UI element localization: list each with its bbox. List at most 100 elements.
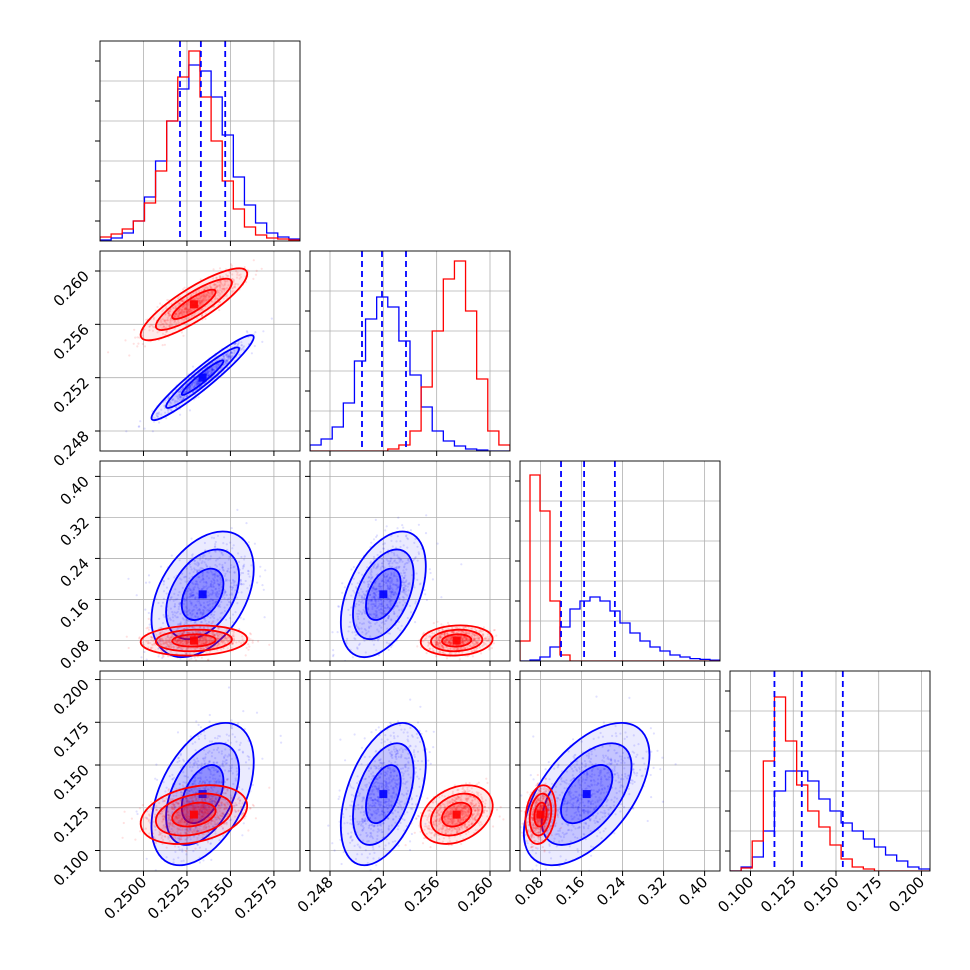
scatter-point — [217, 635, 220, 638]
scatter-point — [387, 598, 390, 601]
scatter-point — [372, 558, 375, 561]
scatter-point — [387, 632, 390, 635]
scatter-point — [145, 658, 148, 661]
scatter-point — [220, 752, 223, 755]
scatter-point — [402, 569, 405, 572]
scatter-point — [364, 651, 367, 654]
scatter-point — [167, 645, 170, 648]
scatter-point — [220, 283, 223, 286]
scatter-point — [196, 382, 199, 385]
scatter-point — [168, 775, 171, 778]
scatter-point — [241, 834, 244, 837]
scatter-point — [168, 325, 171, 328]
scatter-point — [237, 552, 240, 555]
scatter-point — [200, 588, 203, 591]
scatter-point — [207, 788, 210, 791]
scatter-point — [189, 602, 192, 605]
scatter-point — [192, 588, 196, 591]
scatter-point — [207, 810, 210, 813]
scatter-point — [407, 583, 410, 586]
scatter-point — [362, 580, 365, 583]
scatter-point — [211, 290, 214, 293]
scatter-point — [220, 635, 223, 638]
scatter-point — [209, 768, 212, 772]
scatter-point — [341, 591, 344, 594]
scatter-point — [228, 819, 232, 822]
scatter-point — [222, 765, 225, 768]
scatter-point — [425, 514, 428, 517]
scatter-point — [210, 286, 213, 289]
scatter-point — [196, 380, 199, 383]
scatter-point — [182, 397, 185, 400]
scatter-point — [399, 558, 402, 561]
scatter-point — [199, 636, 202, 639]
scatter-point — [201, 556, 204, 559]
scatter-point — [484, 637, 487, 640]
scatter-point — [171, 610, 174, 614]
scatter-point — [409, 611, 413, 614]
scatter-point — [446, 632, 449, 635]
scatter-point — [381, 562, 384, 565]
scatter-point — [187, 792, 190, 795]
scatter-point — [451, 626, 454, 629]
scatter-point — [166, 643, 169, 646]
scatter-point — [202, 642, 205, 646]
scatter-point — [228, 356, 232, 359]
scatter-point — [199, 297, 202, 300]
scatter-point — [202, 757, 205, 760]
scatter-point — [177, 608, 180, 611]
scatter-point — [439, 635, 442, 638]
scatter-point — [177, 639, 180, 642]
scatter-point — [238, 796, 241, 799]
scatter-point — [186, 389, 189, 393]
scatter-point — [242, 710, 245, 713]
scatter-point — [205, 582, 208, 585]
scatter-point — [361, 611, 364, 614]
scatter-point — [151, 639, 154, 642]
scatter-point — [219, 285, 222, 288]
scatter-point — [389, 604, 393, 607]
scatter-point — [438, 637, 441, 640]
scatter-point — [190, 594, 193, 597]
scatter-point — [184, 318, 188, 321]
scatter-point — [181, 396, 185, 399]
scatter-point — [240, 642, 243, 645]
scatter-point — [219, 616, 222, 619]
scatter-point — [159, 631, 162, 634]
scatter-point — [434, 643, 437, 646]
scatter-point — [386, 587, 390, 590]
scatter-point — [139, 420, 142, 423]
scatter-point — [219, 576, 222, 579]
hist-panel-3 — [515, 460, 721, 666]
scatter-point — [190, 614, 193, 617]
scatter-point — [199, 631, 202, 634]
scatter-point — [217, 294, 220, 297]
scatter-point — [190, 591, 193, 594]
scatter-point — [214, 540, 217, 544]
scatter-point — [231, 291, 234, 294]
scatter-point — [183, 390, 187, 393]
scatter-point — [332, 653, 335, 656]
scatter-point — [446, 632, 449, 635]
scatter-point — [472, 632, 475, 635]
scatter-point — [138, 336, 141, 339]
scatter-point — [206, 604, 209, 607]
scatter-point — [239, 582, 242, 585]
scatter-point — [397, 565, 401, 568]
scatter-point — [205, 635, 208, 638]
scatter-point — [214, 283, 217, 287]
scatter-point — [372, 603, 375, 606]
scatter-point — [225, 543, 228, 546]
scatter-point — [224, 572, 227, 575]
scatter-point — [402, 586, 405, 589]
scatter-point — [379, 585, 382, 588]
scatter-point — [390, 579, 393, 582]
scatter-point — [208, 296, 211, 299]
scatter-point — [219, 639, 223, 642]
scatter-point — [361, 590, 364, 593]
scatter-point — [155, 633, 158, 636]
scatter-point — [379, 632, 382, 635]
scatter-point — [365, 590, 369, 593]
scatter-point — [388, 565, 391, 568]
scatter-point — [372, 595, 375, 598]
